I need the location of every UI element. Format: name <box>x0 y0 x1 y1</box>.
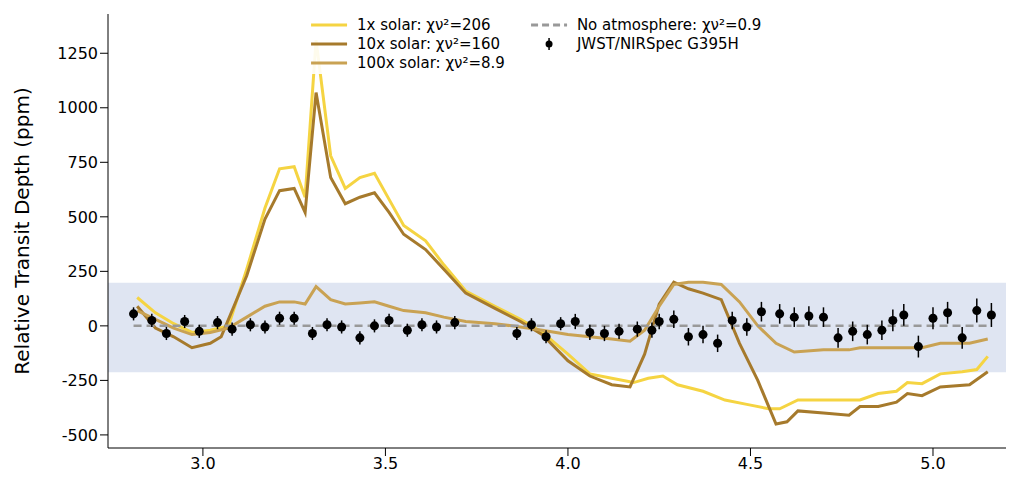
svg-text:0: 0 <box>88 317 98 336</box>
svg-text:750: 750 <box>67 153 98 172</box>
svg-text:-500: -500 <box>62 426 98 445</box>
html-text:10x solar: χν²=160: 10x solar: χν²=160 <box>357 35 501 53</box>
html-text:100x solar: χν²=8.9: 100x solar: χν²=8.9 <box>357 54 505 72</box>
svg-text:Relative Transit Depth (ppm): Relative Transit Depth (ppm) <box>10 87 34 374</box>
svg-text:4.5: 4.5 <box>738 454 763 473</box>
html-text:JWST/NIRSpec G395H: JWST/NIRSpec G395H <box>576 35 739 53</box>
html-text:1x solar: χν²=206: 1x solar: χν²=206 <box>357 16 491 34</box>
svg-text:250: 250 <box>67 262 98 281</box>
html-text:No atmosphere: χν²=0.9: No atmosphere: χν²=0.9 <box>576 16 762 34</box>
svg-text:4.0: 4.0 <box>555 454 580 473</box>
svg-text:-250: -250 <box>62 371 98 390</box>
svg-text:500: 500 <box>67 208 98 227</box>
svg-text:5.0: 5.0 <box>920 454 945 473</box>
svg-text:3.5: 3.5 <box>373 454 398 473</box>
svg-text:1000: 1000 <box>57 98 98 117</box>
svg-text:1250: 1250 <box>57 44 98 63</box>
svg-text:3.0: 3.0 <box>190 454 215 473</box>
